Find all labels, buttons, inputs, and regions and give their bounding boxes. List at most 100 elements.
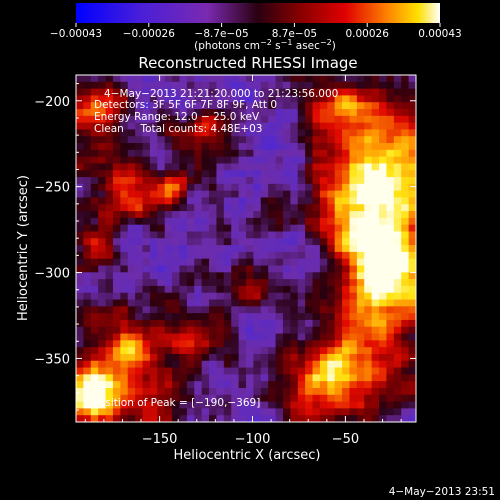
heatmap-cell: [238, 408, 247, 416]
heatmap-cell: [393, 115, 402, 124]
heatmap-cell: [112, 326, 121, 335]
heatmap-cell: [216, 224, 225, 233]
heatmap-cell: [386, 360, 395, 369]
heatmap-cell: [127, 224, 136, 233]
heatmap-cell: [356, 353, 365, 362]
heatmap-cell: [149, 374, 158, 382]
heatmap-cell: [83, 88, 92, 97]
heatmap-cell: [83, 177, 92, 185]
heatmap-cell: [105, 204, 114, 212]
heatmap-cell: [76, 285, 84, 294]
heatmap-cell: [253, 265, 262, 273]
heatmap-cell: [246, 319, 254, 328]
heatmap-cell: [268, 313, 277, 321]
heatmap-cell: [334, 190, 343, 199]
heatmap-cell: [172, 340, 181, 348]
heatmap-cell: [246, 190, 254, 199]
heatmap-cell: [268, 177, 277, 185]
heatmap-cell: [319, 211, 328, 219]
heatmap-cell: [194, 217, 203, 226]
heatmap-cell: [386, 333, 395, 341]
y-axis-label: Heliocentric Y (arcsec): [16, 175, 31, 321]
heatmap-cell: [172, 306, 181, 314]
heatmap-cell: [305, 251, 314, 260]
heatmap-cell: [327, 326, 336, 335]
heatmap-cell: [246, 224, 254, 233]
heatmap-cell: [253, 245, 262, 253]
heatmap-cell: [238, 292, 247, 301]
heatmap-cell: [356, 170, 365, 178]
heatmap-cell: [83, 292, 92, 301]
heatmap-cell: [290, 231, 299, 239]
heatmap-cell: [282, 299, 291, 307]
heatmap-cell: [98, 129, 107, 137]
heatmap-cell: [142, 95, 151, 103]
heatmap-cell: [282, 149, 291, 158]
heatmap-cell: [172, 190, 181, 199]
heatmap-cell: [127, 190, 136, 199]
heatmap-cell: [223, 285, 232, 294]
heatmap-cell: [246, 81, 254, 90]
heatmap-cell: [105, 347, 114, 355]
heatmap-cell: [290, 265, 299, 273]
heatmap-cell: [349, 143, 358, 151]
heatmap-cell: [231, 109, 240, 117]
heatmap-cell: [334, 88, 343, 97]
heatmap-cell: [90, 333, 99, 341]
heatmap-cell: [172, 143, 181, 151]
heatmap-cell: [186, 129, 195, 137]
heatmap-cell: [135, 347, 144, 355]
heatmap-cell: [209, 299, 218, 307]
heatmap-cell: [172, 319, 181, 328]
heatmap-cell: [194, 129, 203, 137]
heatmap-cell: [386, 306, 395, 314]
heatmap-cell: [297, 353, 306, 362]
heatmap-cell: [98, 231, 107, 239]
heatmap-cell: [83, 224, 92, 233]
heatmap-cell: [76, 143, 84, 151]
heatmap-cell: [238, 75, 247, 83]
heatmap-cell: [201, 183, 210, 192]
heatmap-cell: [334, 299, 343, 307]
heatmap-cell: [334, 415, 343, 422]
heatmap-cell: [231, 149, 240, 158]
heatmap-cell: [135, 374, 144, 382]
heatmap-cell: [408, 190, 416, 199]
heatmap-cell: [216, 190, 225, 199]
heatmap-cell: [157, 115, 166, 124]
heatmap-cell: [76, 387, 84, 396]
heatmap-cell: [112, 319, 121, 328]
heatmap-cell: [90, 149, 99, 158]
heatmap-cell: [408, 367, 416, 375]
heatmap-cell: [83, 333, 92, 341]
heatmap-cell: [112, 81, 121, 90]
heatmap-cell: [194, 251, 203, 260]
heatmap-cell: [164, 217, 173, 226]
heatmap-cell: [112, 381, 121, 389]
heatmap-cell: [379, 326, 388, 335]
heatmap-cell: [275, 401, 284, 409]
heatmap-cell: [231, 251, 240, 260]
heatmap-cell: [194, 340, 203, 348]
heatmap-cell: [253, 177, 262, 185]
heatmap-cell: [408, 156, 416, 165]
heatmap-cell: [209, 353, 218, 362]
heatmap-cell: [297, 265, 306, 273]
heatmap-cell: [282, 353, 291, 362]
heatmap-cell: [216, 408, 225, 416]
heatmap-cell: [105, 299, 114, 307]
heatmap-cell: [164, 415, 173, 422]
heatmap-cell: [149, 333, 158, 341]
heatmap-cell: [305, 340, 314, 348]
heatmap-cell: [260, 279, 269, 287]
heatmap-cell: [312, 299, 321, 307]
heatmap-cell: [98, 319, 107, 328]
footer-timestamp: 4−May−2013 23:51: [389, 486, 495, 498]
heatmap-cell: [149, 197, 158, 205]
heatmap-cell: [238, 340, 247, 348]
heatmap-cell: [342, 122, 351, 131]
heatmap-cell: [120, 75, 129, 83]
heatmap-cell: [401, 102, 410, 110]
heatmap-cell: [120, 95, 129, 103]
heatmap-cell: [319, 149, 328, 158]
